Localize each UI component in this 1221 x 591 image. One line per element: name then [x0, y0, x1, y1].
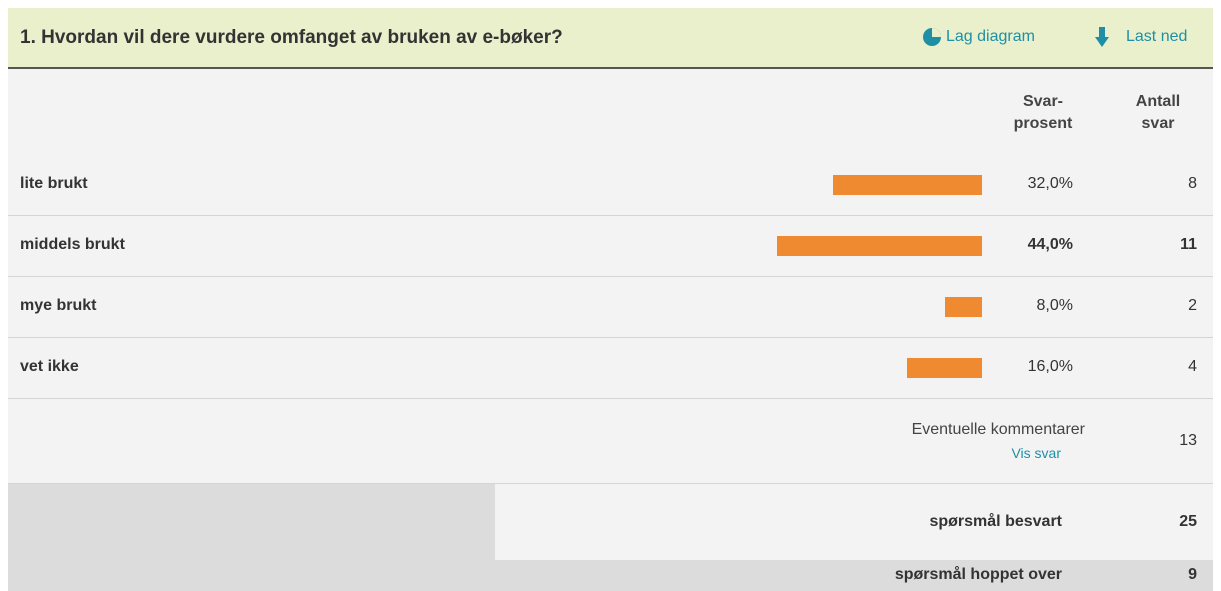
answer-row: lite brukt 32,0% 8 [8, 155, 1213, 216]
answer-label: middels brukt [20, 236, 125, 253]
summary-blank [8, 484, 495, 560]
answer-count: 2 [1188, 297, 1197, 314]
skipped-count: 9 [1188, 566, 1197, 583]
comments-row: Eventuelle kommentarer Vis svar 13 [8, 399, 1213, 484]
question-header: 1. Hvordan vil dere vurdere omfanget av … [8, 8, 1213, 69]
answer-count: 4 [1188, 358, 1197, 375]
column-header: Svar- prosent [1013, 93, 1073, 132]
answer-count: 8 [1188, 175, 1197, 192]
show-answers-link[interactable]: Vis svar [1011, 445, 1061, 461]
percent-label: 44,0% [1027, 236, 1073, 253]
question-title: 1. Hvordan vil dere vurdere omfanget av … [20, 27, 563, 48]
answered-label: spørsmål besvart [929, 513, 1062, 530]
percent-bar [944, 297, 982, 317]
percent-label: 8,0% [1036, 297, 1073, 314]
answered-count: 25 [1179, 513, 1197, 530]
answer-label: lite brukt [20, 175, 88, 192]
percent-bar [907, 358, 982, 378]
skipped-label: spørsmål hoppet over [894, 566, 1062, 583]
percent-bar [832, 175, 982, 195]
column-header: Antall svar [1135, 93, 1181, 132]
answer-label: mye brukt [20, 297, 97, 314]
answered-row: spørsmål besvart 25 [495, 484, 1213, 560]
comments-count: 13 [1179, 432, 1197, 449]
download-link[interactable]: Last ned [1126, 28, 1188, 45]
answer-label: vet ikke [20, 358, 79, 375]
percent-label: 16,0% [1027, 358, 1073, 375]
column-header-row: Svar- prosent Antall svar [8, 69, 1213, 156]
answer-row: mye brukt 8,0% 2 [8, 277, 1213, 338]
percent-bar [776, 236, 982, 256]
answer-row: vet ikke 16,0% 4 [8, 338, 1213, 399]
chart-link[interactable]: Lag diagram [946, 28, 1035, 45]
answer-row: middels brukt 44,0% 11 [8, 216, 1213, 277]
answer-count: 11 [1180, 236, 1197, 253]
pie-icon [923, 28, 941, 46]
comments-label: Eventuelle kommentarer [911, 421, 1085, 438]
percent-label: 32,0% [1027, 175, 1073, 192]
survey-panel: 1. Hvordan vil dere vurdere omfanget av … [8, 8, 1213, 591]
download-icon [1095, 27, 1109, 47]
skipped-row: spørsmål hoppet over 9 [8, 560, 1213, 591]
